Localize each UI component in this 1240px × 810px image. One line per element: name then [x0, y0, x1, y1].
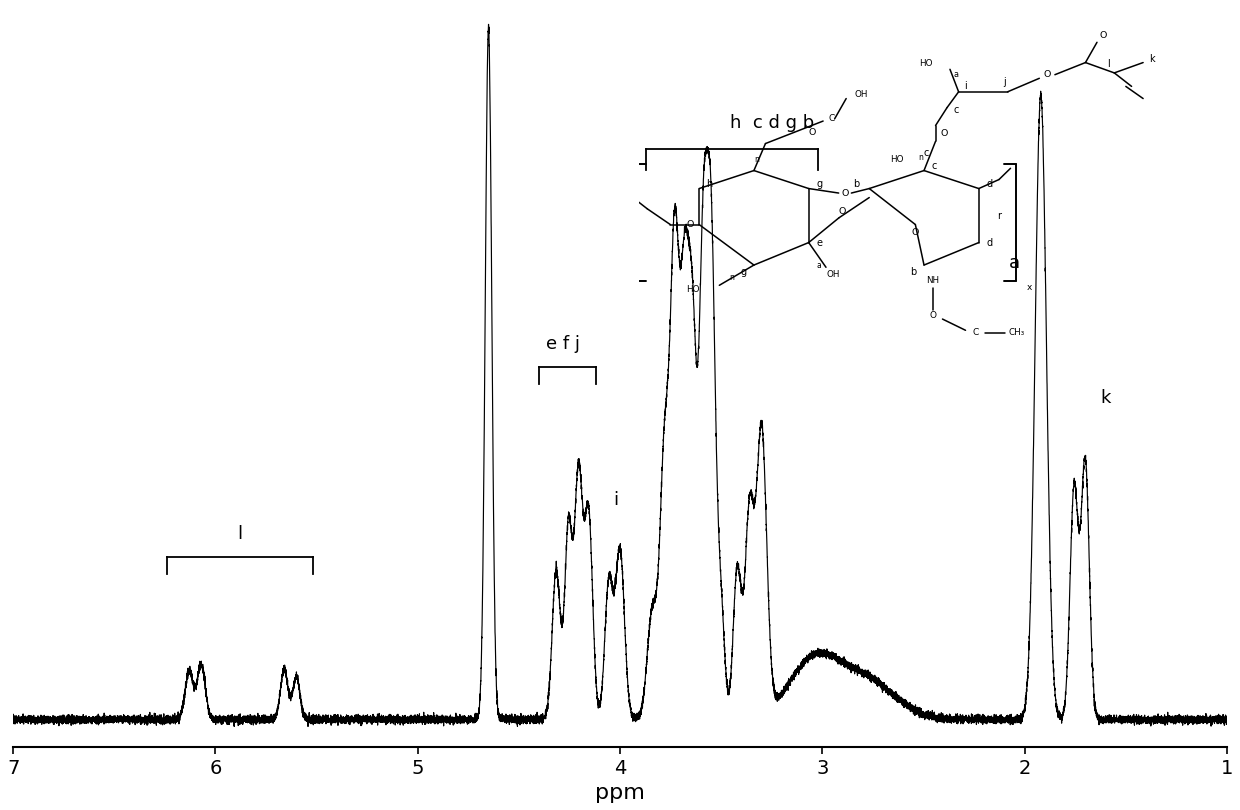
Text: k: k	[1149, 54, 1154, 65]
Text: O: O	[842, 189, 849, 198]
Text: O: O	[1043, 70, 1050, 79]
Text: O: O	[808, 128, 816, 137]
Text: r: r	[997, 211, 1001, 220]
Text: O: O	[940, 129, 947, 139]
Text: c: c	[931, 161, 937, 171]
Text: j: j	[1003, 77, 1006, 87]
Text: d: d	[986, 179, 992, 189]
Text: OH: OH	[854, 90, 868, 99]
Text: b: b	[853, 179, 859, 189]
Text: x: x	[1027, 283, 1032, 292]
Text: l: l	[237, 525, 242, 543]
Text: NH: NH	[926, 276, 939, 285]
Text: n: n	[754, 155, 759, 164]
Text: a: a	[1009, 254, 1021, 271]
Text: HO: HO	[686, 285, 699, 294]
Text: O: O	[687, 220, 694, 229]
Text: i: i	[614, 491, 619, 509]
Text: e: e	[816, 237, 822, 248]
Text: k: k	[1100, 390, 1111, 407]
Text: l: l	[1107, 59, 1110, 69]
X-axis label: ppm: ppm	[595, 783, 645, 803]
Text: CH₃: CH₃	[1008, 328, 1024, 337]
Text: c: c	[924, 147, 929, 158]
Text: h: h	[707, 179, 713, 189]
Text: n: n	[919, 152, 924, 161]
Text: a: a	[817, 261, 821, 270]
Text: a: a	[954, 70, 959, 79]
Text: d: d	[986, 237, 992, 248]
Text: c: c	[954, 104, 959, 115]
Text: b: b	[910, 266, 916, 277]
Text: O: O	[1099, 31, 1106, 40]
Text: C: C	[828, 114, 835, 123]
Text: h  c d g b: h c d g b	[729, 114, 813, 133]
Text: g: g	[816, 179, 822, 189]
Text: g: g	[740, 266, 746, 277]
Text: HO: HO	[890, 155, 904, 164]
Text: C: C	[973, 328, 980, 337]
Text: i: i	[965, 81, 967, 92]
Text: O: O	[911, 228, 919, 237]
Text: HO: HO	[919, 59, 932, 68]
Text: e f j: e f j	[547, 335, 580, 353]
Text: O: O	[838, 207, 846, 215]
Text: OH: OH	[826, 271, 839, 279]
Text: O: O	[929, 311, 936, 320]
Text: n: n	[729, 273, 734, 282]
